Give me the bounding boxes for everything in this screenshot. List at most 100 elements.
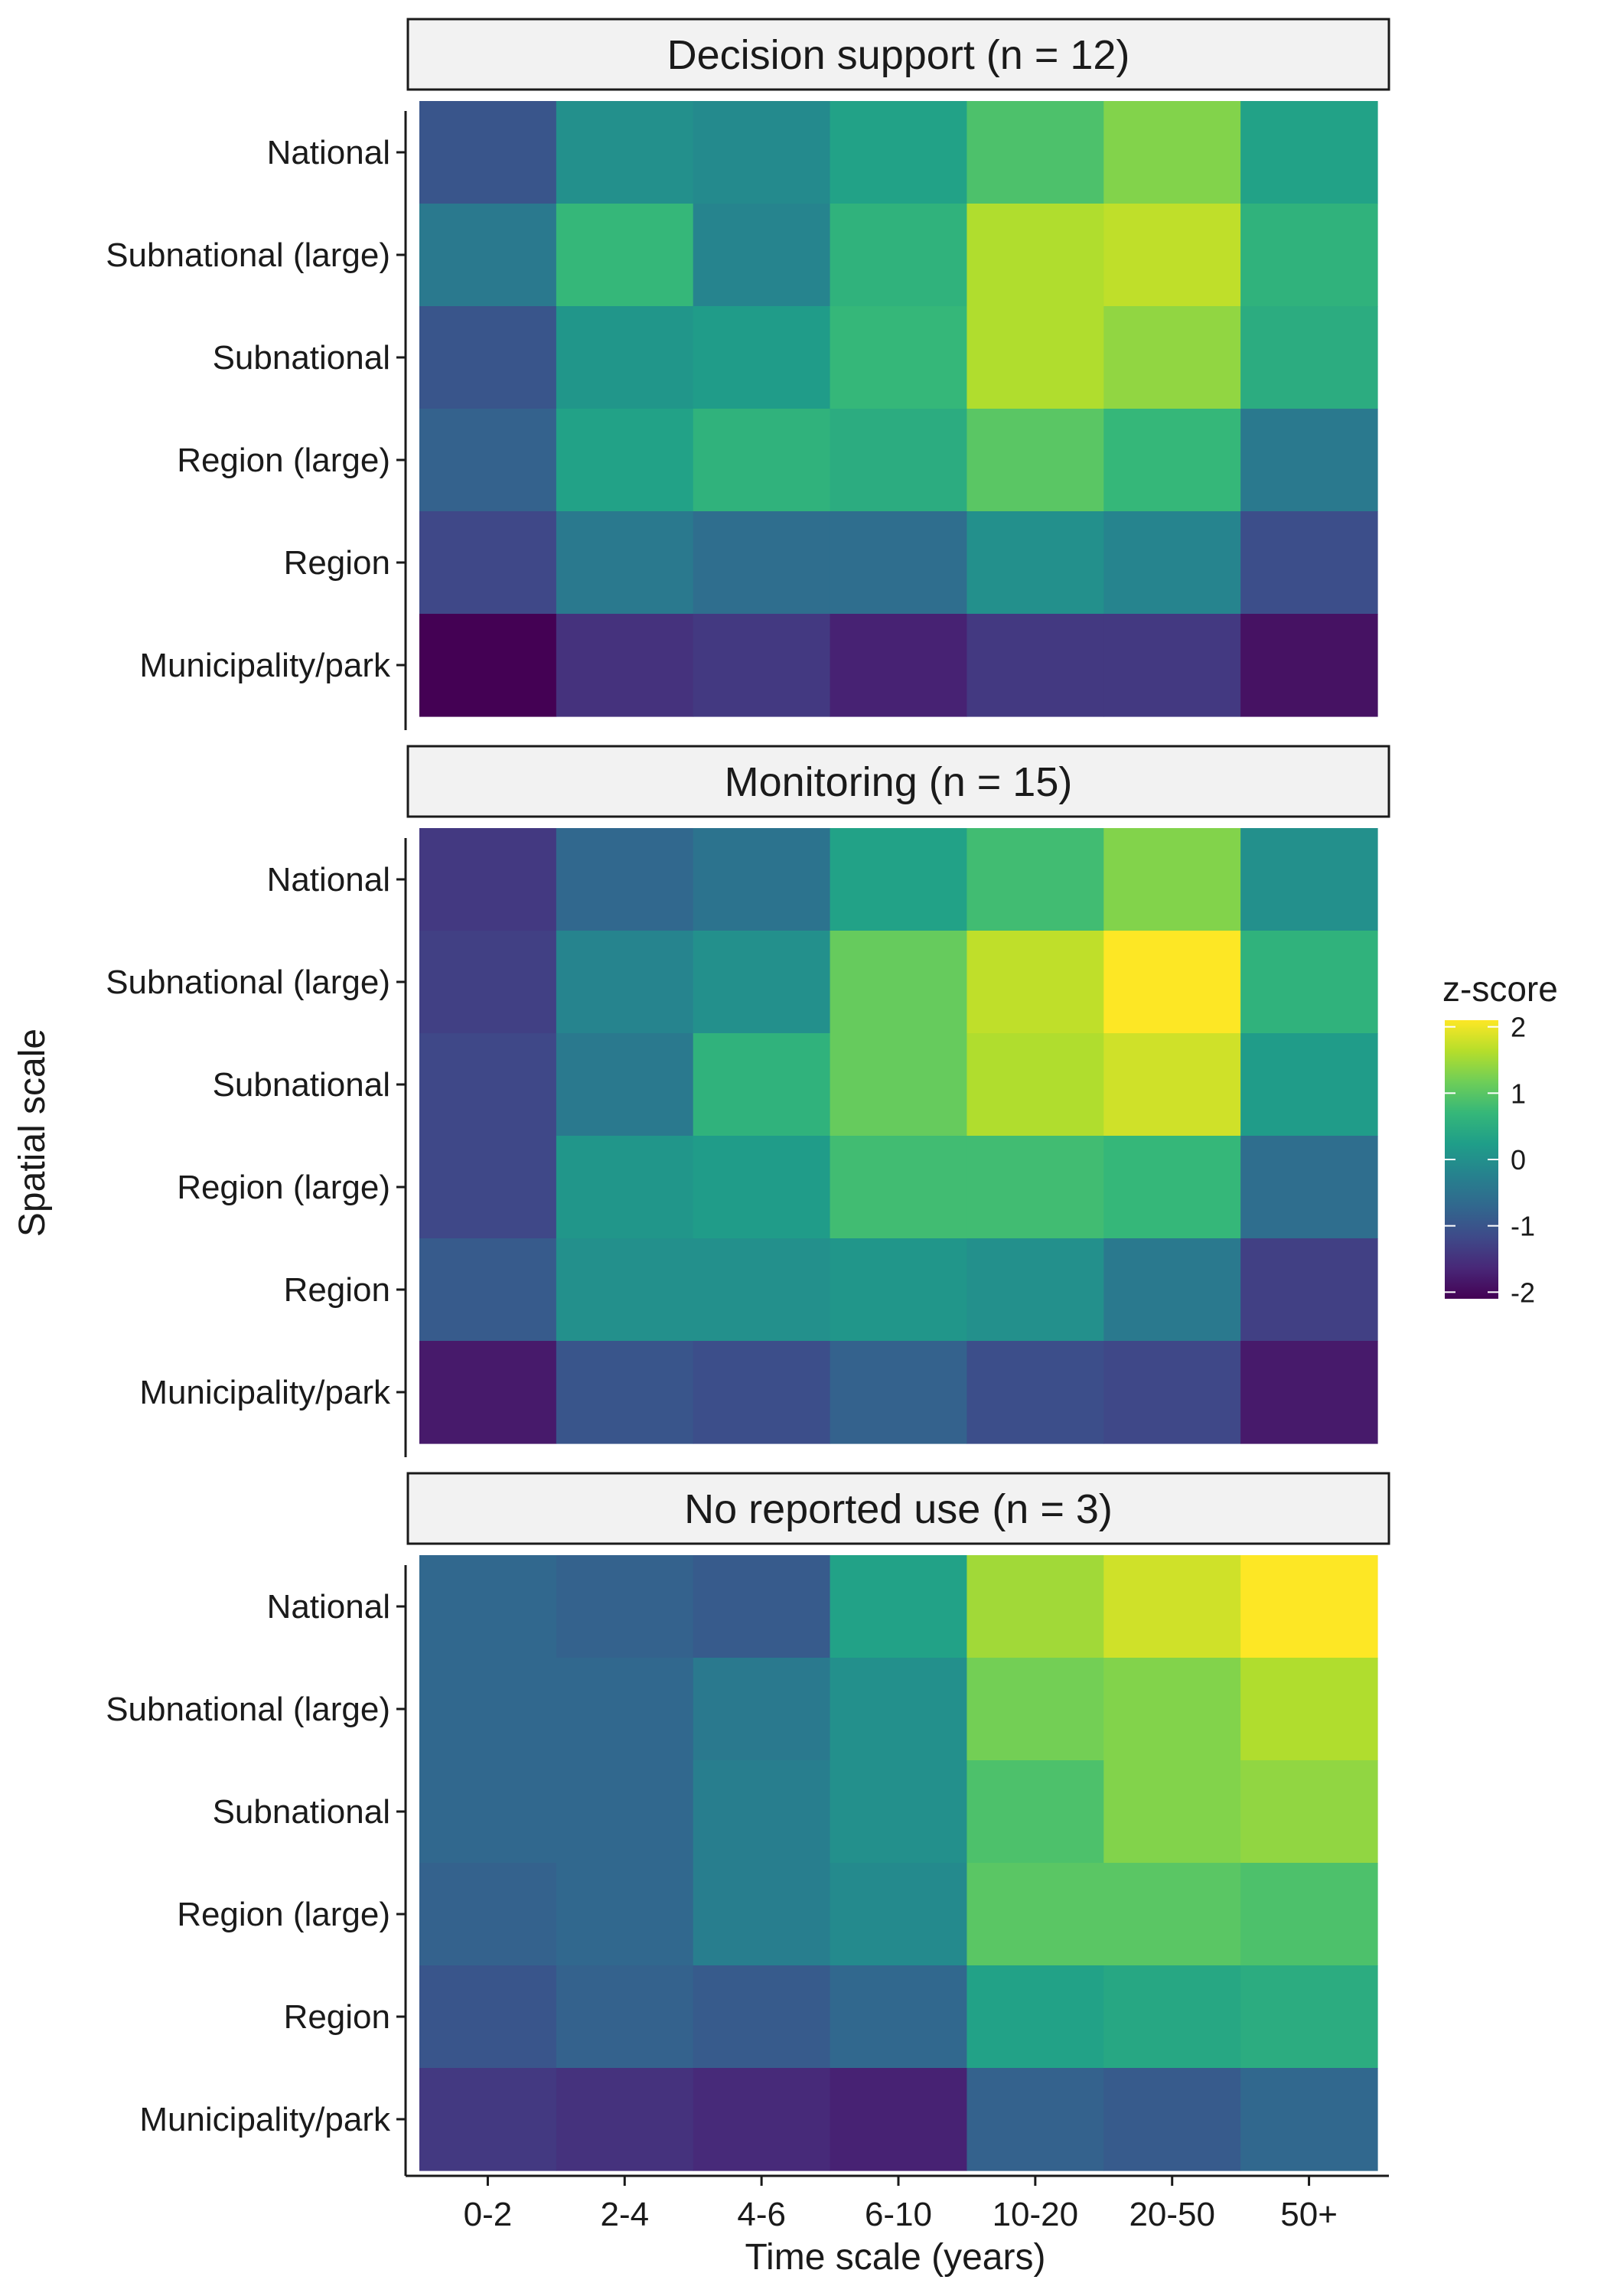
heatmap-panel: No reported use (n = 3) National Subnation… [106, 1472, 1390, 2176]
heatmap-cell [419, 828, 557, 931]
heatmap-cell [1103, 1033, 1241, 1137]
heatmap-cell [830, 1658, 968, 1761]
heatmap-cell [966, 828, 1104, 931]
heatmap-cell [1240, 1238, 1378, 1342]
heatmap-cell [1240, 1965, 1378, 2069]
heatmap-cell [419, 931, 557, 1034]
heatmap-cell [830, 1136, 968, 1239]
y-tick-label: National [267, 861, 390, 899]
heatmap-cell [1103, 1760, 1241, 1864]
heatmap-cell [419, 1760, 557, 1864]
heatmap-cell [830, 1341, 968, 1444]
heatmap-cell [966, 511, 1104, 615]
heatmap-cell [693, 1238, 831, 1342]
heatmap-cell [966, 1863, 1104, 1966]
legend-title: z-score [1442, 969, 1558, 1009]
heatmap-cell [1103, 1238, 1241, 1342]
heatmap-cell [1240, 1658, 1378, 1761]
heatmap-cell [693, 614, 831, 717]
x-axis-title: Time scale (years) [745, 2237, 1046, 2278]
heatmap-cell [966, 614, 1104, 717]
heatmap-cell [556, 409, 694, 512]
heatmap-cell [693, 1136, 831, 1239]
heatmap-cell [966, 101, 1104, 204]
heatmap-cell [693, 2068, 831, 2171]
heatmap-cell [556, 306, 694, 409]
heatmap-cell [556, 1555, 694, 1658]
heatmap-cell [556, 931, 694, 1034]
heatmap-cell [966, 1555, 1104, 1658]
heatmap-cell [1240, 511, 1378, 615]
heatmap-cell [693, 409, 831, 512]
y-tick-label: Subnational [213, 1066, 390, 1104]
heatmap-cell [419, 1863, 557, 1966]
x-tick-label: 4-6 [737, 2196, 786, 2233]
x-tick-label: 6-10 [865, 2196, 932, 2233]
y-tick-label: Municipality/park [139, 1374, 391, 1411]
heatmap-cell [1240, 306, 1378, 409]
y-tick-label: Municipality/park [139, 2101, 391, 2138]
y-tick-label: Subnational (large) [106, 1691, 390, 1728]
heatmap-cell [830, 1033, 968, 1137]
heatmap-cell [830, 409, 968, 512]
heatmap-cell [966, 1136, 1104, 1239]
x-tick-label: 10-20 [993, 2196, 1079, 2233]
heatmap-cell [966, 931, 1104, 1034]
x-tick-label: 20-50 [1129, 2196, 1215, 2233]
legend-tick-label: 2 [1511, 1012, 1526, 1043]
heatmap-cell [1240, 614, 1378, 717]
heatmap-cell [830, 828, 968, 931]
y-tick-label: Region (large) [177, 1896, 390, 1933]
heatmap-cell [556, 1341, 694, 1444]
legend-ticks: 2 1 0 -1 -2 [1445, 1012, 1535, 1308]
heatmap-cell [1240, 2068, 1378, 2171]
heatmap-cell [419, 2068, 557, 2171]
colorbar-legend: z-score 2 1 0 -1 -2 [1442, 969, 1558, 1308]
heatmap-cell [556, 1965, 694, 2069]
heatmap-panel: Decision support (n = 12) National Subnati… [106, 18, 1390, 730]
heatmap-cell [830, 101, 968, 204]
panels-group: Decision support (n = 12) National Subnati… [106, 18, 1390, 2233]
heatmap-cell [830, 614, 968, 717]
heatmap-cell [830, 2068, 968, 2171]
y-tick-label: National [267, 1588, 390, 1626]
heatmap-cell [1103, 511, 1241, 615]
heatmap-panel: Monitoring (n = 15) National Subnational (… [106, 745, 1390, 1457]
heatmap-cell [693, 1555, 831, 1658]
heatmap-cell [1103, 828, 1241, 931]
heatmap-cell [693, 931, 831, 1034]
heatmap-cell [1240, 1863, 1378, 1966]
heatmap-cell [966, 2068, 1104, 2171]
heatmap-cell [556, 101, 694, 204]
heatmap-cell [556, 204, 694, 307]
heatmap-cell [966, 1760, 1104, 1864]
heatmap-cell [1240, 828, 1378, 931]
heatmap-cell [1240, 931, 1378, 1034]
heatmap-cell [1240, 101, 1378, 204]
heatmap-cell [419, 1341, 557, 1444]
heatmap-cell [693, 101, 831, 204]
heatmap-cell [1103, 2068, 1241, 2171]
heatmap-cell [419, 1136, 557, 1239]
heatmap-cell [693, 1341, 831, 1444]
heatmap-cell [966, 1658, 1104, 1761]
heatmap-cell [1103, 1341, 1241, 1444]
heatmap-cell [1103, 409, 1241, 512]
heatmap-cell [966, 1341, 1104, 1444]
heatmap-cell [1103, 101, 1241, 204]
heatmap-cell [1240, 1341, 1378, 1444]
panel-title: Decision support (n = 12) [667, 32, 1130, 78]
legend-tick-label: 0 [1511, 1144, 1526, 1176]
heatmap-cell [556, 511, 694, 615]
heatmap-cell [556, 1033, 694, 1137]
panel-title: Monitoring (n = 15) [725, 759, 1073, 805]
x-tick-label: 0-2 [464, 2196, 513, 2233]
heatmap-cell [1240, 1033, 1378, 1137]
x-axis: 0-2 2-4 4-6 6-10 10-20 20-50 50+ [406, 2174, 1389, 2233]
y-tick-label: Municipality/park [139, 647, 391, 684]
heatmap-cell [419, 204, 557, 307]
heatmap-cell [419, 1555, 557, 1658]
heatmap-cell [966, 409, 1104, 512]
heatmap-cell [556, 614, 694, 717]
heatmap-cell [1240, 409, 1378, 512]
